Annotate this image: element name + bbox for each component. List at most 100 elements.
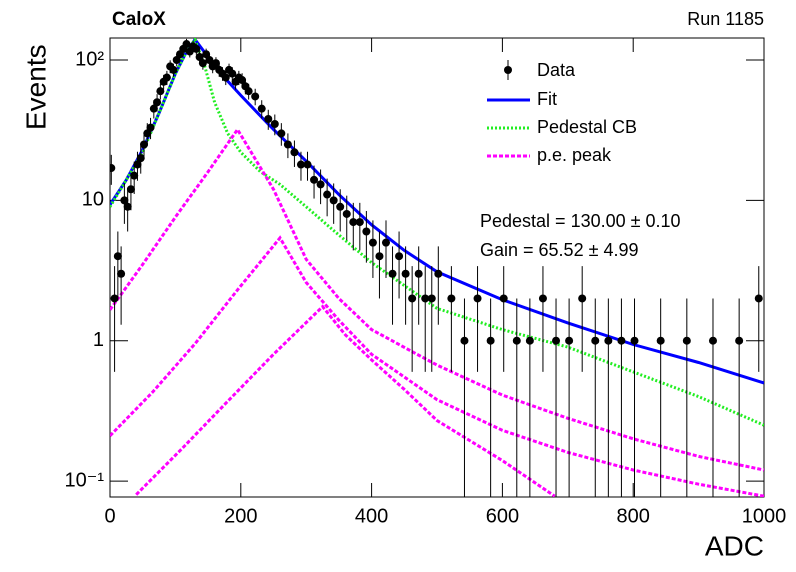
data-point <box>538 294 547 303</box>
data-point <box>162 73 171 82</box>
data-point <box>169 65 178 74</box>
data-point <box>182 40 191 49</box>
data-point <box>525 336 534 345</box>
data-point <box>290 148 299 157</box>
data-point <box>388 269 397 278</box>
data-point <box>368 238 377 247</box>
fit-curve <box>110 38 764 427</box>
data-point <box>408 294 417 303</box>
run-label: Run 1185 <box>687 9 764 29</box>
data-point <box>427 294 436 303</box>
legend-marker <box>504 66 512 74</box>
x-tick-label: 1000 <box>742 505 787 527</box>
fit-curve <box>110 126 764 497</box>
data-point <box>460 336 469 345</box>
x-tick-label: 600 <box>486 505 519 527</box>
y-tick-label: 10⁻¹ <box>65 469 105 491</box>
data-point <box>591 336 600 345</box>
legend-label: p.e. peak <box>537 145 612 165</box>
data-point <box>375 252 384 261</box>
data-point <box>126 185 135 194</box>
data-point <box>323 190 332 199</box>
data-point <box>578 294 587 303</box>
data-point <box>434 269 443 278</box>
data-point <box>552 336 561 345</box>
data-point <box>228 69 237 78</box>
data-point <box>156 87 165 96</box>
data-point <box>283 140 292 149</box>
data-point <box>310 175 319 184</box>
data-point <box>136 154 145 163</box>
data-point <box>277 129 286 138</box>
x-tick-label: 200 <box>224 505 257 527</box>
data-point <box>414 269 423 278</box>
data-point <box>113 252 122 261</box>
data-point <box>238 76 247 85</box>
data-point <box>143 129 152 138</box>
data-point <box>195 53 204 62</box>
data-point <box>630 336 639 345</box>
data-point <box>221 73 230 82</box>
data-point <box>401 269 410 278</box>
data-point <box>264 114 273 123</box>
y-axis-label: Events <box>20 44 51 130</box>
data-point <box>316 180 325 189</box>
data-point <box>682 336 691 345</box>
data-point <box>355 218 364 227</box>
data-point <box>296 160 305 169</box>
data-point <box>565 336 574 345</box>
data-point <box>617 336 626 345</box>
data-point <box>349 218 358 227</box>
plot-frame <box>109 37 765 498</box>
data-point <box>329 196 338 205</box>
data-point <box>512 336 521 345</box>
data-point <box>257 104 266 113</box>
data-point <box>244 87 253 96</box>
y-tick-label: 10² <box>75 48 104 70</box>
data-point <box>110 164 116 173</box>
data-point <box>473 294 482 303</box>
data-point <box>198 59 207 68</box>
data-point <box>110 294 119 303</box>
x-tick-label: 0 <box>104 505 115 527</box>
data-point <box>754 294 763 303</box>
data-point <box>120 196 129 205</box>
data-point <box>172 56 181 65</box>
data-point <box>303 160 312 169</box>
data-point <box>336 202 345 211</box>
x-tick-label: 800 <box>617 505 650 527</box>
data-point <box>708 336 717 345</box>
data-point <box>381 238 390 247</box>
legend-label: Fit <box>537 89 557 109</box>
data-point <box>133 160 142 169</box>
data-point <box>342 209 351 218</box>
data-point <box>421 294 430 303</box>
data-point <box>499 294 508 303</box>
plot-area <box>110 38 764 497</box>
x-axis-label: ADC <box>705 530 764 561</box>
data-point <box>211 59 220 68</box>
y-tick-label: 1 <box>93 329 104 351</box>
data-point <box>123 202 132 211</box>
data-point <box>656 336 665 345</box>
data-point <box>270 120 279 129</box>
data-point <box>153 98 162 107</box>
data-point <box>362 227 371 236</box>
x-tick-label: 400 <box>355 505 388 527</box>
annotation: Gain = 65.52 ± 4.99 <box>480 240 639 260</box>
data-point <box>140 140 149 149</box>
data-point <box>395 252 404 261</box>
data-point <box>117 269 126 278</box>
y-tick-label: 10 <box>82 189 104 211</box>
data-point <box>447 294 456 303</box>
legend-label: Data <box>537 60 576 80</box>
data-point <box>130 171 139 180</box>
data-point <box>486 336 495 345</box>
data-point <box>192 44 201 53</box>
annotation: Pedestal = 130.00 ± 0.10 <box>480 211 681 231</box>
data-point <box>205 56 214 65</box>
data-point <box>251 92 260 101</box>
data-point <box>202 50 211 59</box>
